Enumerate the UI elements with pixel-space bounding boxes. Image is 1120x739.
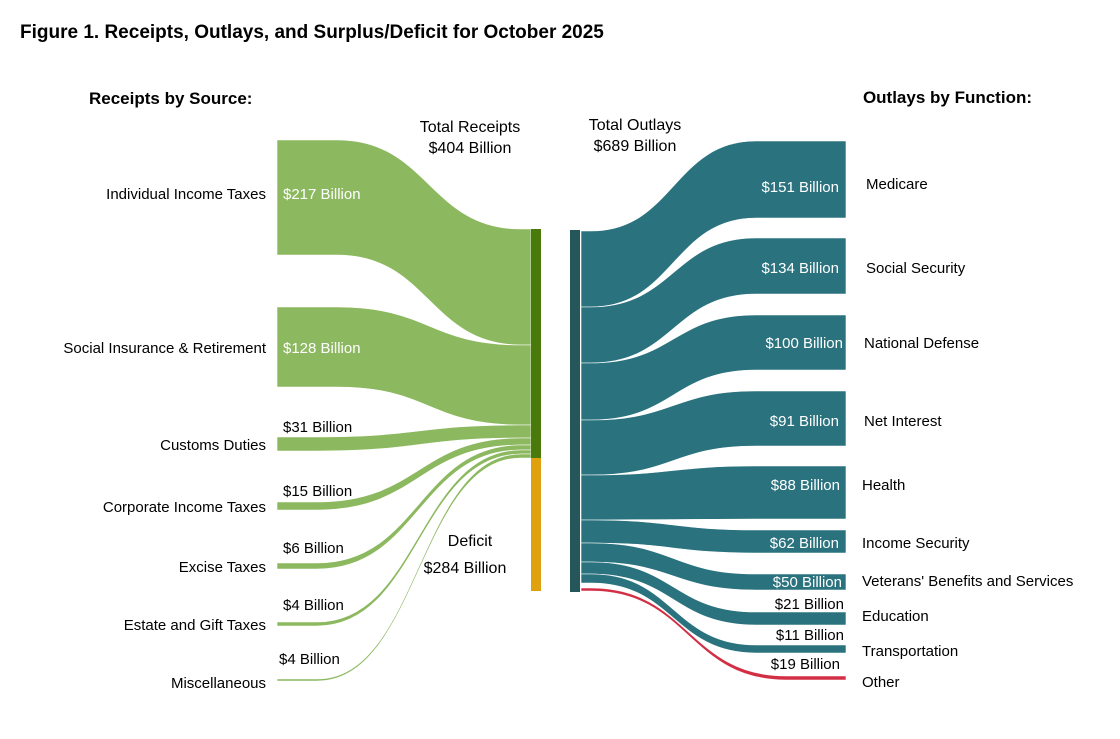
outlay-category-label: National Defense: [864, 335, 979, 352]
total-receipts-label: Total Receipts: [420, 119, 521, 136]
outlay-value-label: $62 Billion: [770, 535, 839, 552]
outlay-band: [580, 519, 847, 554]
receipt-value-label: $128 Billion: [283, 340, 361, 357]
outlay-band: [580, 465, 847, 521]
outlay-band: [580, 140, 847, 308]
total-receipts-value: $404 Billion: [429, 140, 512, 157]
outlay-band: [580, 587, 847, 681]
outlay-value-label: $19 Billion: [771, 656, 840, 673]
outlay-value-label: $11 Billion: [776, 627, 844, 644]
outlay-category-label: Education: [862, 608, 929, 625]
deficit-label: Deficit: [448, 533, 493, 550]
figure-title: Figure 1. Receipts, Outlays, and Surplus…: [20, 22, 604, 43]
outlay-category-label: Veterans' Benefits and Services: [862, 573, 1073, 590]
outlay-value-label: $88 Billion: [771, 477, 840, 494]
outlay-value-label: $134 Billion: [761, 260, 839, 277]
outlay-band: [580, 542, 847, 591]
receipt-category-label: Social Insurance & Retirement: [63, 340, 266, 357]
receipt-value-label: $6 Billion: [283, 540, 344, 557]
total-outlays-value: $689 Billion: [594, 138, 677, 155]
receipt-value-label: $4 Billion: [279, 651, 340, 668]
receipts-heading: Receipts by Source:: [89, 89, 252, 108]
receipt-category-label: Customs Duties: [160, 437, 266, 454]
receipt-value-label: $217 Billion: [283, 186, 361, 203]
outlay-value-label: $151 Billion: [761, 179, 839, 196]
outlay-value-label: $100 Billion: [765, 335, 843, 352]
outlay-value-label: $21 Billion: [775, 596, 844, 613]
receipt-value-label: $4 Billion: [283, 597, 344, 614]
outlays-heading: Outlays by Function:: [863, 88, 1032, 107]
outlay-band: [580, 314, 847, 421]
receipt-category-label: Individual Income Taxes: [106, 186, 266, 203]
receipt-category-label: Excise Taxes: [179, 559, 266, 576]
outlay-band: [580, 390, 847, 476]
total-receipts-node: [531, 229, 541, 458]
receipt-category-label: Miscellaneous: [171, 675, 266, 692]
outlay-band: [580, 573, 847, 654]
total-outlays-label: Total Outlays: [589, 117, 681, 134]
outlay-category-label: Social Security: [866, 260, 966, 277]
receipt-value-label: $31 Billion: [283, 419, 352, 436]
outlay-category-label: Income Security: [862, 535, 970, 552]
outlay-category-label: Other: [862, 674, 900, 691]
outlay-band: [580, 561, 847, 626]
total-outlays-node: [570, 230, 580, 592]
outlay-category-label: Transportation: [862, 643, 958, 660]
outlay-band: [580, 237, 847, 364]
receipt-category-label: Corporate Income Taxes: [103, 499, 266, 516]
outlay-category-label: Net Interest: [864, 413, 942, 430]
receipt-category-label: Estate and Gift Taxes: [124, 617, 266, 634]
receipt-value-label: $15 Billion: [283, 483, 352, 500]
deficit-node: [531, 458, 541, 591]
outlay-category-label: Medicare: [866, 176, 928, 193]
outlay-value-label: $91 Billion: [770, 413, 839, 430]
outlay-category-label: Health: [862, 477, 905, 494]
deficit-value: $284 Billion: [424, 560, 507, 577]
outlay-value-label: $50 Billion: [773, 574, 842, 591]
